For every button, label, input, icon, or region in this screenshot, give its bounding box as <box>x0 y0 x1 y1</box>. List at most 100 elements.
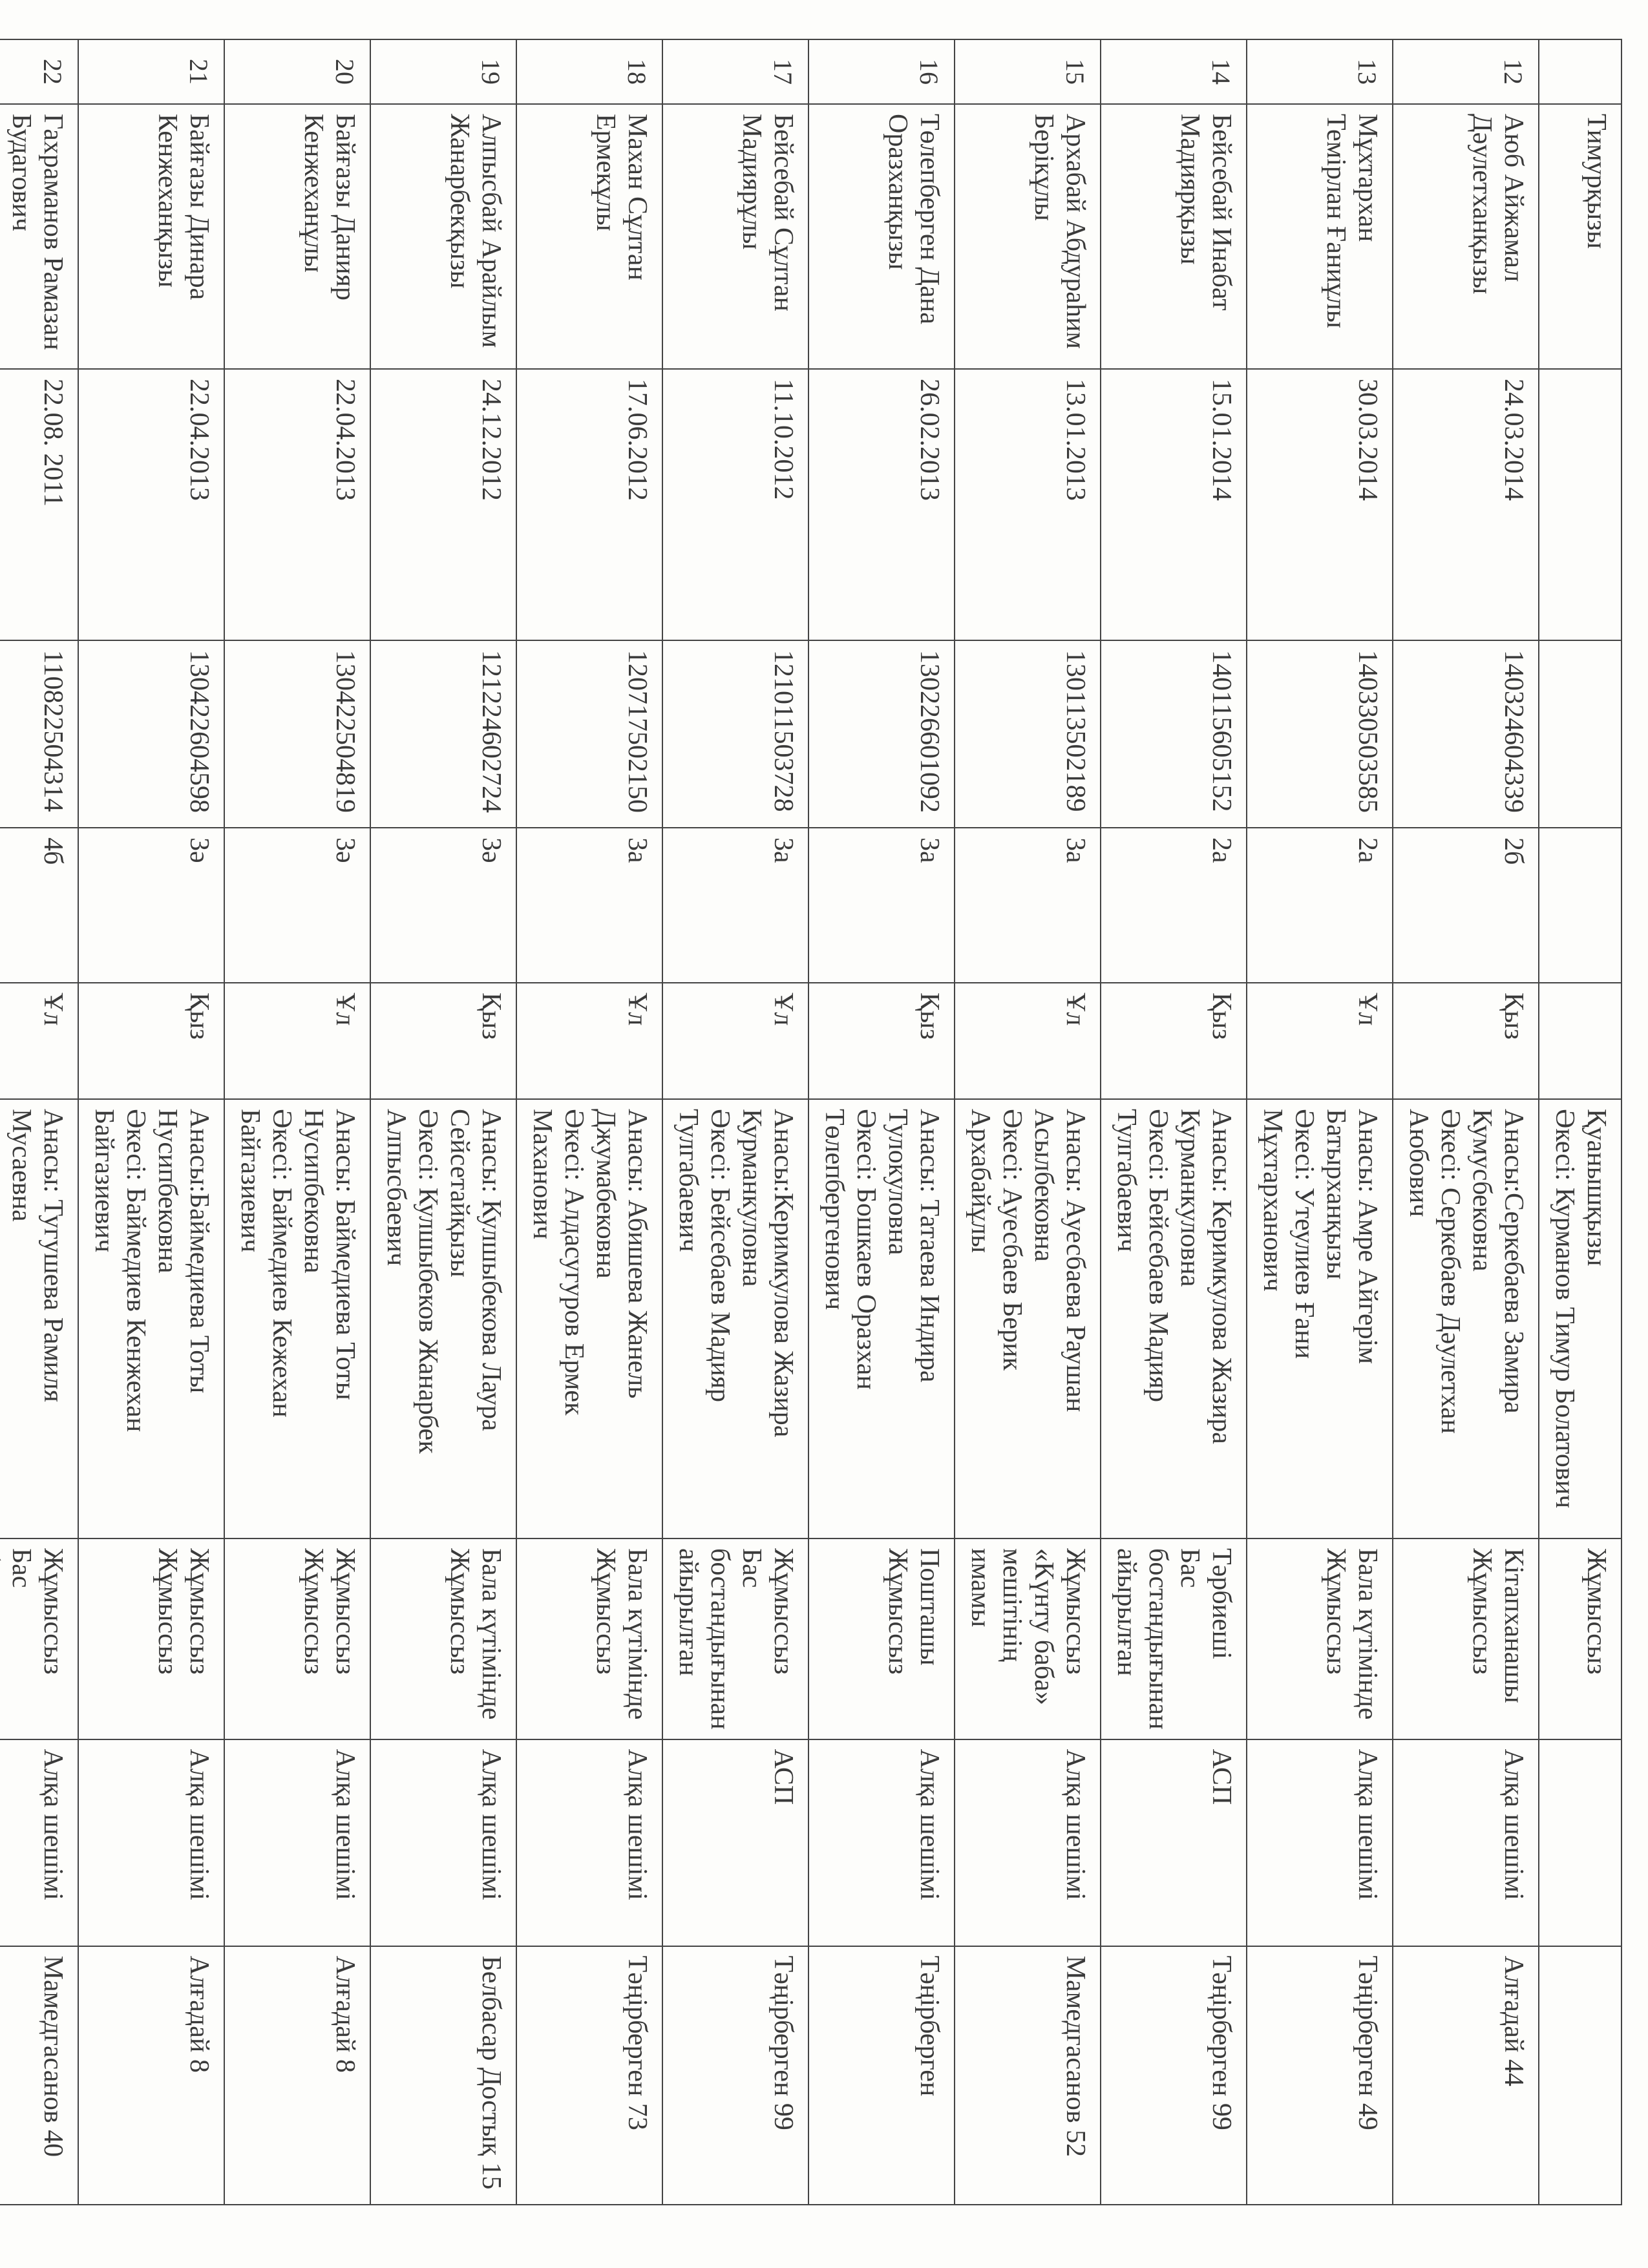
row-number-cell: 13 <box>1247 39 1393 104</box>
class-cell: 2б <box>1393 828 1539 983</box>
iin-cell: 140330503585 <box>1247 640 1393 828</box>
birth-date-cell: 11.10.2012 <box>662 369 808 640</box>
class-cell: 4б <box>0 828 78 983</box>
decision-cell: Алқа шешімі <box>955 1739 1101 1946</box>
birth-date-cell: 30.03.2014 <box>1247 369 1393 640</box>
gender-cell: Қыз <box>370 983 516 1099</box>
gender-cell: Қыз <box>1393 983 1539 1099</box>
class-cell: 3ә <box>370 828 516 983</box>
decision-cell: Алқа шешімі <box>224 1739 370 1946</box>
table-row: 22 Гахраманов Рамазан Будагович 22.08. 2011… <box>0 39 78 2205</box>
class-cell: 3а <box>662 828 808 983</box>
birth-date-cell: 13.01.2013 <box>955 369 1101 640</box>
gender-cell: Ұл <box>662 983 808 1099</box>
job-cell: Бала күтімінде Жұмыссыз <box>1247 1538 1393 1739</box>
iin-cell: 140324604339 <box>1393 640 1539 828</box>
table-row-continuation: Тимурқызы Қуанышқызы Әкесі: Курманов Тиму… <box>1539 39 1622 2205</box>
iin-cell: 130226601092 <box>808 640 955 828</box>
table-row: 19 Алпысбай Арайлым Жанарбекқызы 24.12.2012… <box>370 39 516 2205</box>
row-number-cell: 16 <box>808 39 955 104</box>
name-cell: Бейсебай Инабат Мадиярқызы <box>1101 104 1247 369</box>
parents-cell: Қуанышқызы Әкесі: Курманов Тимур Болатови… <box>1539 1099 1622 1538</box>
class-cell: 3ә <box>78 828 224 983</box>
class-cell: 3а <box>955 828 1101 983</box>
parents-cell: Анасы: Кулшыбекова Лаура Сейсетайқызы Әкес… <box>370 1099 516 1538</box>
decision-cell: АСП <box>1101 1739 1247 1946</box>
gender-cell: Ұл <box>0 983 78 1099</box>
gender-cell: Ұл <box>1247 983 1393 1099</box>
gender-cell: Ұл <box>955 983 1101 1099</box>
birth-date-cell: 24.12.2012 <box>370 369 516 640</box>
name-cell: Аюб Айжамал Дәулетханқызы <box>1393 104 1539 369</box>
name-cell: Архабай Абдураһим Берікұлы <box>955 104 1101 369</box>
table-row: 21 Байғазы Динара Кенжеханқызы 22.04.2013 13… <box>78 39 224 2205</box>
table-row: 12 Аюб Айжамал Дәулетханқызы 24.03.2014 1403… <box>1393 39 1539 2205</box>
decision-cell: Алқа шешімі <box>0 1739 78 1946</box>
name-cell: Махан Сұлтан Ермекұлы <box>516 104 662 369</box>
job-cell: Тәрбиеші Бас бостандығынан айырылған <box>1101 1538 1247 1739</box>
birth-date-cell: 22.04.2013 <box>78 369 224 640</box>
job-cell: Пошташы Жұмыссыз <box>808 1538 955 1739</box>
job-cell: Бала күтімінде Жұмыссыз <box>516 1538 662 1739</box>
address-cell: Алғадай 8 <box>224 1946 370 2205</box>
name-cell: Мұхтархан Темірлан Ғаниұлы <box>1247 104 1393 369</box>
decision-cell: Алқа шешімі <box>516 1739 662 1946</box>
iin-cell: 121224602724 <box>370 640 516 828</box>
birth-date-cell: 22.04.2013 <box>224 369 370 640</box>
job-cell: Жұмыссыз Жұмыссыз <box>224 1538 370 1739</box>
iin-cell: 140115605152 <box>1101 640 1247 828</box>
row-number-cell: 20 <box>224 39 370 104</box>
parents-cell: Анасы: Татаева Индира Тулокуловна Әкесі: Б… <box>808 1099 955 1538</box>
row-number-cell <box>1539 39 1622 104</box>
decision-cell: АСП <box>662 1739 808 1946</box>
class-cell: 2а <box>1101 828 1247 983</box>
students-table: Тимурқызы Қуанышқызы Әкесі: Курманов Тиму… <box>0 39 1622 2205</box>
birth-date-cell: 22.08. 2011 <box>0 369 78 640</box>
parents-cell: Анасы:Баймедиева Тоты Нусипбековна Әкесі: … <box>78 1099 224 1538</box>
row-number-cell: 18 <box>516 39 662 104</box>
job-cell: Жұмыссыз Жұмыссыз <box>78 1538 224 1739</box>
row-number-cell: 17 <box>662 39 808 104</box>
table-row: 18 Махан Сұлтан Ермекұлы 17.06.2012 12071750… <box>516 39 662 2205</box>
gender-cell: Ұл <box>224 983 370 1099</box>
parents-cell: Анасы: Тугушева Рамиля Мусаевна Әкесі:Гахр… <box>0 1099 78 1538</box>
iin-cell: 120717502150 <box>516 640 662 828</box>
table-row: 14 Бейсебай Инабат Мадиярқызы 15.01.2014 140… <box>1101 39 1247 2205</box>
parents-cell: Анасы: Ауесбаева Раушан Асылбековна Әкесі:… <box>955 1099 1101 1538</box>
address-cell: Тәңірберген 99 <box>662 1946 808 2205</box>
row-number-cell: 22 <box>0 39 78 104</box>
table-row: 13 Мұхтархан Темірлан Ғаниұлы 30.03.2014 140… <box>1247 39 1393 2205</box>
decision-cell: Алқа шешімі <box>78 1739 224 1946</box>
parents-cell: Анасы:Серкебаева Замира Кумусбековна Әкесі… <box>1393 1099 1539 1538</box>
parents-cell: Анасы: Керимкулова Жазира Курманкуловна Әк… <box>1101 1099 1247 1538</box>
gender-cell: Ұл <box>516 983 662 1099</box>
decision-cell: Алқа шешімі <box>1247 1739 1393 1946</box>
address-cell: Тәңірберген <box>808 1946 955 2205</box>
table-row: 16 Төлепберген Дана Оразханқызы 26.02.2013 1… <box>808 39 955 2205</box>
gender-cell: Қыз <box>808 983 955 1099</box>
name-cell: Байғазы Динара Кенжеханқызы <box>78 104 224 369</box>
job-cell: Бала күтімінде Жұмыссыз <box>370 1538 516 1739</box>
table-row: 20 Байғазы Данияр Кенжеханұлы 22.04.2013 130… <box>224 39 370 2205</box>
row-number-cell: 19 <box>370 39 516 104</box>
gender-cell: Қыз <box>78 983 224 1099</box>
job-cell: Жұмыссыз «Күнту баба» мешітінің имамы <box>955 1538 1101 1739</box>
birth-date-cell: 17.06.2012 <box>516 369 662 640</box>
class-cell: 2а <box>1247 828 1393 983</box>
birth-date-cell: 24.03.2014 <box>1393 369 1539 640</box>
iin-cell: 110822504314 <box>0 640 78 828</box>
name-cell: Гахраманов Рамазан Будагович <box>0 104 78 369</box>
row-number-cell: 12 <box>1393 39 1539 104</box>
parents-cell: Анасы: Баймедиева Тоты Нусипбековна Әкесі:… <box>224 1099 370 1538</box>
decision-cell: Алқа шешімі <box>1393 1739 1539 1946</box>
address-cell: Тәңірберген 49 <box>1247 1946 1393 2205</box>
gender-cell: Қыз <box>1101 983 1247 1099</box>
iin-cell: 130422604598 <box>78 640 224 828</box>
parents-cell: Анасы:Керимкулова Жазира Курманкуловна Әке… <box>662 1099 808 1538</box>
iin-cell: 130113502189 <box>955 640 1101 828</box>
name-cell: Байғазы Данияр Кенжеханұлы <box>224 104 370 369</box>
row-number-cell: 15 <box>955 39 1101 104</box>
parents-cell: Анасы: Абишева Жанель Джумабековна Әкесі: … <box>516 1099 662 1538</box>
